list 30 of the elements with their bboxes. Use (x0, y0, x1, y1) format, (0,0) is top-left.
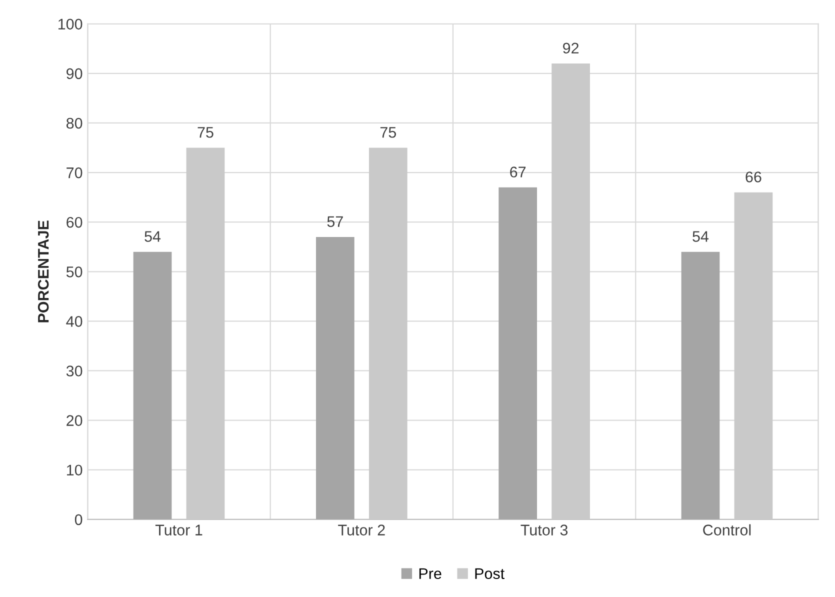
data-label: 75 (198, 127, 214, 138)
y-axis-title: PORCENTAJE (38, 220, 49, 322)
y-tick-label: 20 (66, 415, 82, 426)
x-tick-label: Tutor 1 (155, 524, 202, 536)
y-tick-label: 0 (74, 514, 82, 526)
bar (498, 187, 538, 520)
bar (316, 236, 354, 520)
x-tick-label: Tutor 2 (338, 524, 385, 536)
y-tick-label: 10 (66, 464, 82, 476)
data-label: 54 (144, 231, 161, 242)
y-tick-label: 40 (66, 316, 82, 327)
data-label: 54 (692, 231, 709, 242)
legend-label: Pre (419, 568, 442, 580)
y-tick-label: 60 (66, 216, 82, 228)
data-label: 92 (563, 42, 579, 54)
legend-label: Post (475, 568, 504, 580)
y-tick-label: 70 (66, 167, 82, 178)
y-tick-label: 90 (66, 68, 82, 80)
x-tick-label: Control (703, 524, 751, 536)
bar (681, 252, 720, 520)
x-tick-label: Tutor 3 (520, 524, 568, 536)
data-label: 67 (510, 166, 526, 178)
y-tick-label: 50 (66, 266, 82, 278)
y-tick-label: 30 (66, 366, 82, 376)
y-tick-label: 80 (66, 118, 82, 129)
data-label: 57 (327, 216, 343, 227)
data-label: 75 (380, 127, 396, 138)
data-label: 66 (746, 172, 762, 182)
y-tick-label: 100 (58, 18, 82, 30)
bar (133, 252, 172, 520)
